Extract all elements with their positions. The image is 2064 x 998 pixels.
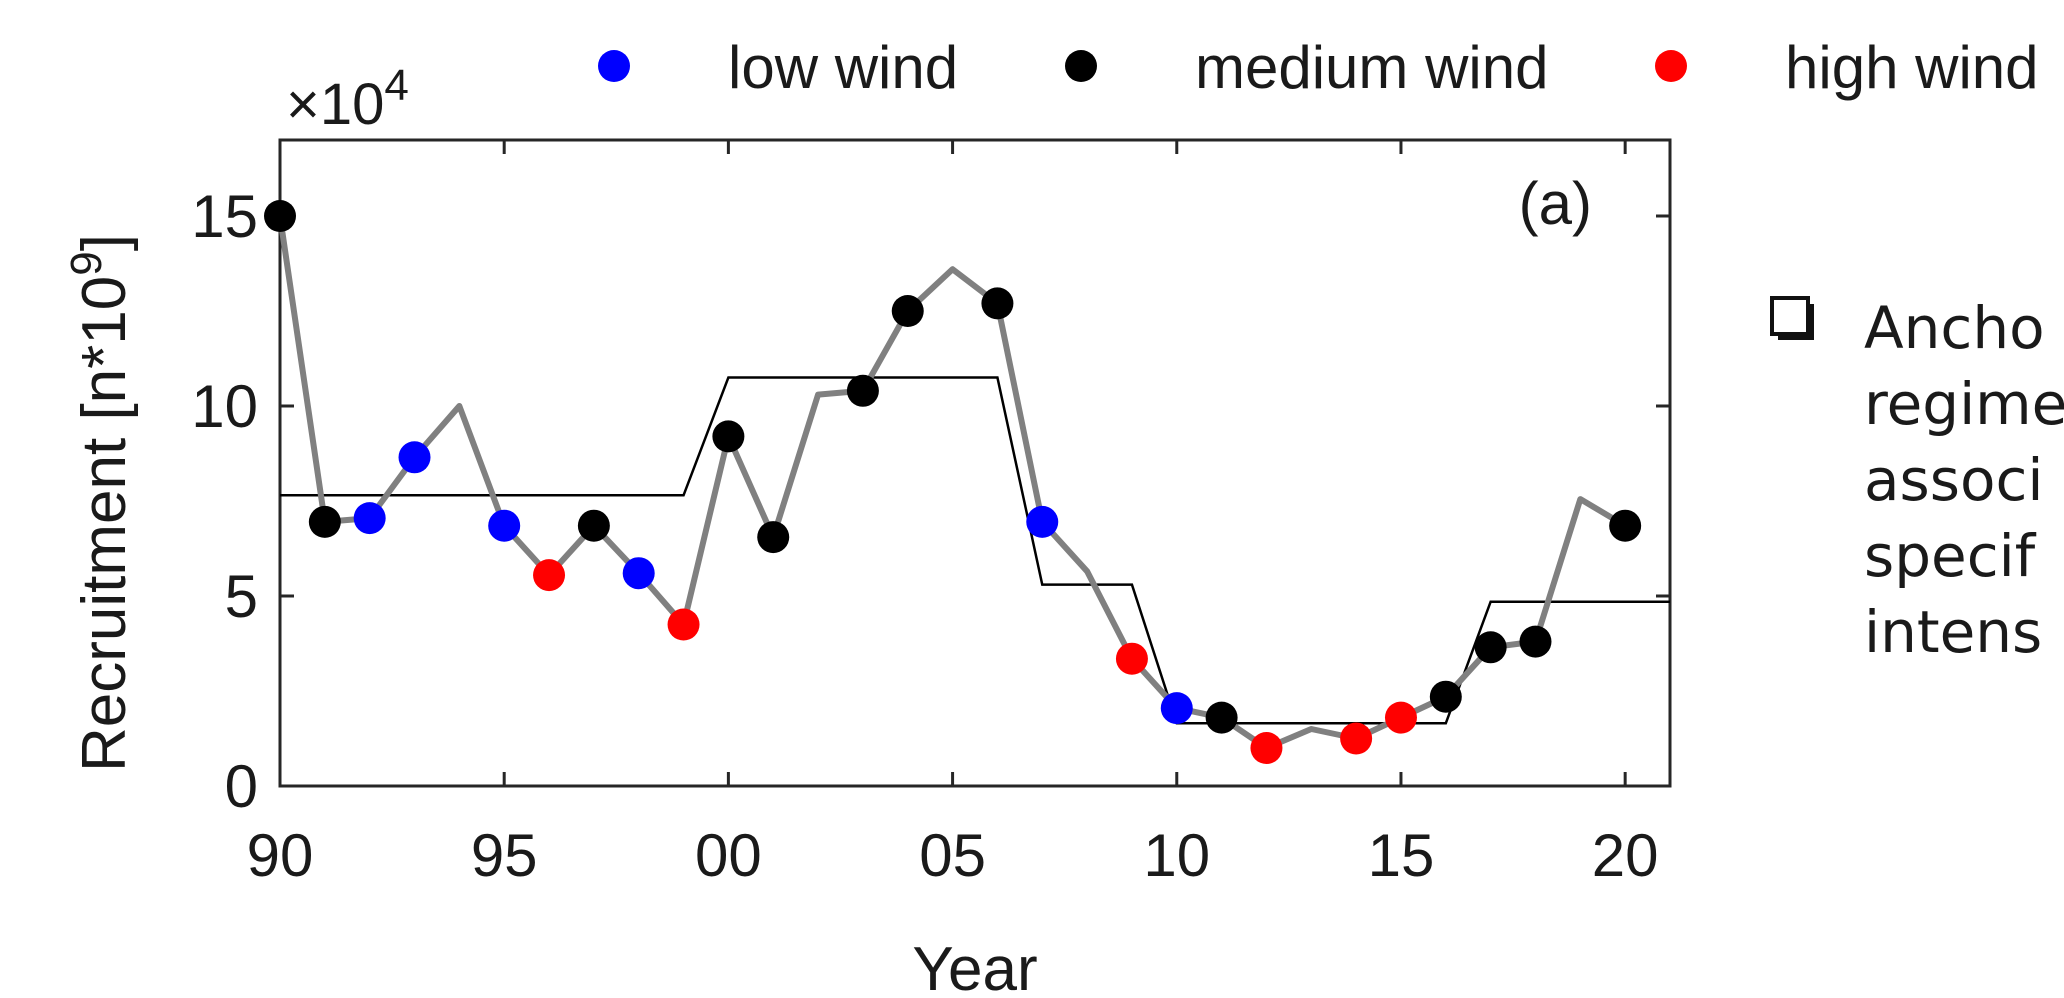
svg-text:×104: ×104: [286, 61, 409, 137]
legend: low wind medium wind high wind: [598, 34, 2039, 101]
low-wind-point: [1160, 692, 1193, 725]
low-wind-point: [622, 557, 655, 590]
side-note-line: regime: [1864, 370, 2064, 438]
high-wind-point: [1250, 732, 1283, 764]
medium-wind-point: [846, 374, 879, 407]
low-wind-point: [1026, 505, 1059, 538]
side-note-line: specif: [1864, 522, 2036, 590]
medium-wind-point: [577, 509, 610, 542]
medium-wind-point: [891, 295, 924, 327]
y-tick-label: 15: [191, 183, 258, 250]
medium-wind-point: [264, 200, 296, 232]
regime-line: [280, 376, 1670, 725]
y-multiplier-exponent: 4: [384, 61, 408, 110]
medium-wind-point: [1474, 631, 1507, 664]
x-tick-label: 90: [247, 822, 314, 889]
y-tick-label: 0: [225, 753, 258, 820]
high-wind-point: [1384, 701, 1417, 734]
x-tick-label: 15: [1368, 822, 1435, 889]
medium-wind-point: [981, 287, 1014, 320]
y-tick-label: 5: [225, 563, 258, 630]
x-tick-label: 95: [471, 822, 538, 889]
regime-step-line: [280, 376, 1670, 725]
medium-wind-point: [1429, 680, 1462, 713]
medium-wind-point: [1609, 509, 1642, 542]
side-note-line: Ancho: [1864, 294, 2045, 362]
recruitment-line: [277, 215, 1627, 751]
medium-wind-point: [1519, 625, 1552, 658]
side-note-text: Ancho regime associ specif intens: [1864, 290, 2064, 670]
high-wind-point: [1115, 642, 1148, 675]
x-tick-label: 20: [1592, 822, 1659, 889]
x-tick-label: 05: [919, 822, 986, 889]
recruitment-series: [277, 215, 1627, 751]
legend-label: medium wind: [1195, 34, 1548, 101]
low-wind-point: [353, 502, 386, 535]
side-note-line: intens: [1864, 598, 2043, 666]
x-tick-label: 00: [695, 822, 762, 889]
low-wind-point: [488, 509, 521, 542]
wind-markers: [264, 200, 1642, 764]
x-tick-label: 10: [1143, 822, 1210, 889]
legend-marker: [598, 50, 630, 82]
high-wind-point: [667, 608, 700, 641]
high-wind-point: [1340, 722, 1373, 755]
legend-marker: [1655, 50, 1687, 82]
side-note-line: associ: [1864, 446, 2044, 514]
x-axis-label: Year: [912, 935, 1037, 998]
svg-text:Recruitment [n*109]: Recruitment [n*109]: [62, 234, 139, 772]
panel-label: (a): [1519, 170, 1592, 237]
y-tick-label: 10: [191, 373, 258, 440]
legend-marker: [1065, 50, 1097, 82]
medium-wind-point: [1205, 701, 1238, 734]
medium-wind-point: [712, 420, 745, 453]
y-axis-label-exponent: 9: [62, 251, 111, 275]
y-axis-label: Recruitment [n*109]: [62, 234, 139, 772]
plot-frame: [278, 138, 1672, 788]
medium-wind-point: [757, 521, 790, 554]
legend-label: low wind: [728, 34, 958, 101]
y-multiplier: ×104: [286, 61, 409, 137]
high-wind-point: [533, 559, 566, 592]
medium-wind-point: [308, 505, 341, 538]
legend-label: high wind: [1785, 34, 2039, 101]
shadowed-checkbox-icon: [1770, 296, 1814, 340]
low-wind-point: [398, 441, 431, 474]
